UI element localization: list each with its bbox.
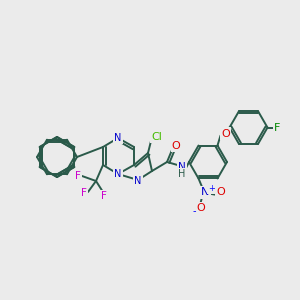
Text: N: N [114,169,122,179]
Text: O: O [216,188,225,197]
Text: N: N [134,176,142,186]
Text: F: F [81,188,87,198]
Text: -: - [193,206,196,217]
Text: O: O [172,141,180,151]
Text: Cl: Cl [152,132,162,142]
Text: N: N [114,133,122,143]
Text: N: N [201,188,210,197]
Text: F: F [101,191,107,201]
Text: H: H [178,169,186,179]
Text: F: F [75,171,81,181]
Text: O: O [196,203,205,214]
Text: +: + [208,184,215,193]
Text: F: F [274,122,281,133]
Text: O: O [221,128,230,139]
Text: N: N [178,162,186,172]
